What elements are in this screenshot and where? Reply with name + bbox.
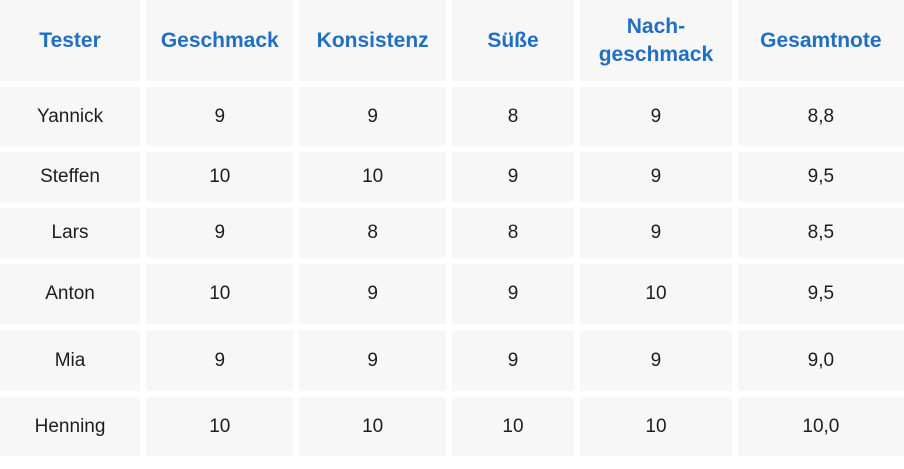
cell-tester: Anton (0, 264, 141, 324)
cell-nachgeschmack: 9 (580, 330, 732, 391)
cell-nachgeschmack: 10 (580, 264, 732, 324)
table-row: Mia 9 9 9 9 9,0 (0, 330, 904, 391)
cell-tester: Mia (0, 330, 141, 391)
cell-geschmack: 10 (146, 264, 294, 324)
header-geschmack: Geschmack (146, 0, 294, 81)
table-row: Steffen 10 10 9 9 9,5 (0, 152, 904, 202)
table-row: Henning 10 10 10 10 10,0 (0, 397, 904, 456)
header-gesamtnote: Gesamtnote (737, 0, 904, 81)
cell-nachgeschmack: 9 (580, 152, 732, 202)
cell-konsistenz: 10 (299, 152, 446, 202)
cell-suesse: 8 (451, 87, 575, 146)
cell-tester: Yannick (0, 87, 141, 146)
cell-nachgeschmack: 9 (580, 87, 732, 146)
header-nachgeschmack-line1: Nach- (626, 14, 686, 38)
cell-gesamtnote: 9,5 (737, 264, 904, 324)
cell-geschmack: 9 (146, 330, 294, 391)
header-nachgeschmack: Nach-geschmack (580, 0, 732, 81)
cell-suesse: 10 (451, 397, 575, 456)
table-row: Anton 10 9 9 10 9,5 (0, 264, 904, 324)
cell-gesamtnote: 9,5 (737, 152, 904, 202)
table-row: Lars 9 8 8 9 8,5 (0, 208, 904, 258)
cell-geschmack: 9 (146, 208, 294, 258)
cell-konsistenz: 9 (299, 330, 446, 391)
header-suesse: Süße (451, 0, 575, 81)
cell-geschmack: 9 (146, 87, 294, 146)
cell-gesamtnote: 8,5 (737, 208, 904, 258)
cell-nachgeschmack: 10 (580, 397, 732, 456)
cell-konsistenz: 9 (299, 264, 446, 324)
cell-suesse: 8 (451, 208, 575, 258)
header-nachgeschmack-line2: geschmack (598, 42, 714, 66)
header-tester: Tester (0, 0, 141, 81)
cell-geschmack: 10 (146, 152, 294, 202)
cell-nachgeschmack: 9 (580, 208, 732, 258)
cell-tester: Henning (0, 397, 141, 456)
cell-konsistenz: 8 (299, 208, 446, 258)
cell-konsistenz: 9 (299, 87, 446, 146)
cell-suesse: 9 (451, 330, 575, 391)
cell-gesamtnote: 10,0 (737, 397, 904, 456)
cell-tester: Lars (0, 208, 141, 258)
table-header-row: Tester Geschmack Konsistenz Süße Nach-ge… (0, 0, 904, 81)
cell-geschmack: 10 (146, 397, 294, 456)
cell-suesse: 9 (451, 152, 575, 202)
table-row: Yannick 9 9 8 9 8,8 (0, 87, 904, 146)
cell-konsistenz: 10 (299, 397, 446, 456)
cell-suesse: 9 (451, 264, 575, 324)
cell-gesamtnote: 9,0 (737, 330, 904, 391)
header-konsistenz: Konsistenz (299, 0, 446, 81)
cell-gesamtnote: 8,8 (737, 87, 904, 146)
cell-tester: Steffen (0, 152, 141, 202)
